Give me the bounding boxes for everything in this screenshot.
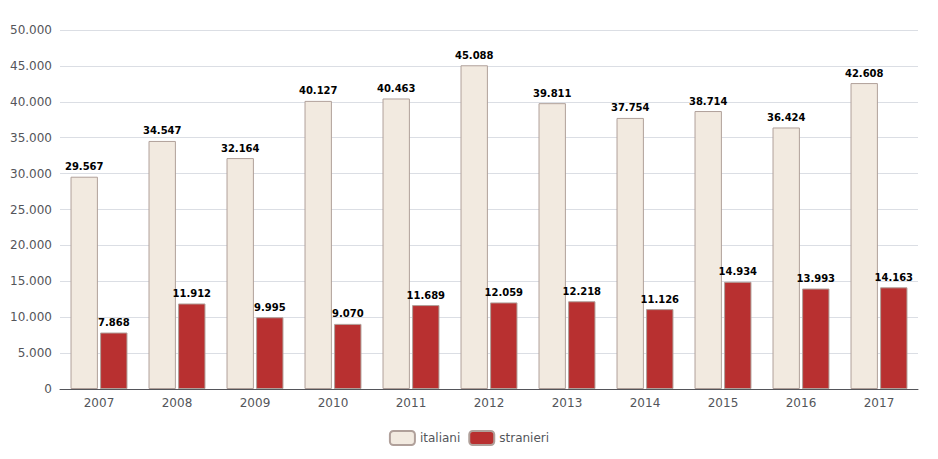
svg-text:45.000: 45.000: [10, 59, 52, 73]
svg-text:50.000: 50.000: [10, 23, 52, 37]
svg-text:2014: 2014: [630, 396, 661, 410]
svg-text:2008: 2008: [162, 396, 193, 410]
svg-text:2011: 2011: [396, 396, 427, 410]
svg-text:2016: 2016: [786, 396, 817, 410]
svg-text:11.126: 11.126: [640, 294, 679, 305]
svg-text:5.000: 5.000: [18, 346, 52, 360]
svg-text:7.868: 7.868: [98, 317, 130, 328]
svg-text:0: 0: [44, 382, 52, 396]
svg-text:38.714: 38.714: [689, 96, 728, 107]
svg-text:35.000: 35.000: [10, 131, 52, 145]
svg-text:2013: 2013: [552, 396, 583, 410]
svg-text:2015: 2015: [708, 396, 739, 410]
svg-text:2009: 2009: [240, 396, 271, 410]
svg-text:36.424: 36.424: [767, 112, 806, 123]
svg-text:14.934: 14.934: [718, 266, 757, 277]
svg-text:10.000: 10.000: [10, 310, 52, 324]
svg-text:2017: 2017: [864, 396, 895, 410]
svg-text:37.754: 37.754: [611, 102, 650, 113]
svg-text:11.912: 11.912: [172, 288, 211, 299]
svg-text:42.608: 42.608: [845, 68, 884, 79]
svg-text:29.567: 29.567: [65, 161, 104, 172]
svg-text:45.088: 45.088: [455, 50, 494, 61]
svg-text:12.218: 12.218: [562, 286, 601, 297]
svg-text:13.993: 13.993: [796, 273, 835, 284]
svg-text:11.689: 11.689: [406, 290, 445, 301]
svg-text:14.163: 14.163: [874, 272, 913, 283]
svg-text:40.127: 40.127: [299, 85, 338, 96]
svg-text:italiani: italiani: [420, 431, 460, 445]
svg-text:40.463: 40.463: [377, 83, 416, 94]
svg-text:32.164: 32.164: [221, 143, 260, 154]
svg-text:40.000: 40.000: [10, 95, 52, 109]
svg-text:15.000: 15.000: [10, 274, 52, 288]
svg-text:12.059: 12.059: [484, 287, 523, 298]
svg-text:20.000: 20.000: [10, 238, 52, 252]
svg-text:34.547: 34.547: [143, 125, 182, 136]
svg-text:25.000: 25.000: [10, 203, 52, 217]
svg-text:2010: 2010: [318, 396, 349, 410]
svg-text:2007: 2007: [84, 396, 115, 410]
svg-text:9.995: 9.995: [254, 302, 286, 313]
svg-text:stranieri: stranieri: [499, 431, 549, 445]
svg-text:2012: 2012: [474, 396, 505, 410]
svg-text:9.070: 9.070: [332, 308, 364, 319]
svg-text:39.811: 39.811: [533, 88, 572, 99]
svg-text:30.000: 30.000: [10, 167, 52, 181]
